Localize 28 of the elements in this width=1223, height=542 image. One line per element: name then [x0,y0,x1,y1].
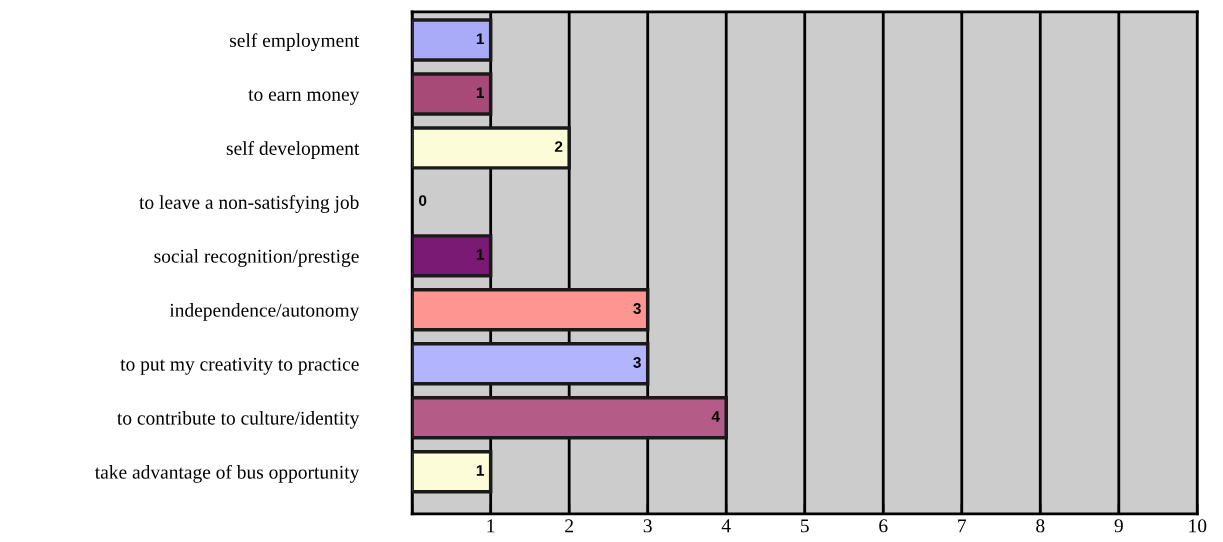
x-tick-label: 4 [721,519,731,533]
y-tick-label: social recognition/prestige [154,249,359,267]
data-label: 2 [554,141,563,152]
y-tick-label: independence/autonomy [169,303,360,321]
x-tick-label: 7 [958,519,967,533]
x-tick-label: 6 [879,519,888,533]
data-label: 0 [419,195,427,206]
data-label: 1 [476,465,484,476]
y-tick-label: self development [226,141,360,159]
x-tick-label: 8 [1036,519,1045,533]
y-tick-label: take advantage of bus opportunity [94,464,360,483]
y-tick-label: to contribute to culture/identity [117,411,360,429]
data-label: 4 [711,411,720,422]
data-label: 1 [476,87,484,98]
y-tick-label: self employment [230,33,360,52]
y-tick-label: to earn money [248,89,360,105]
x-tick-label: 3 [643,519,652,533]
x-tick-label: 10 [1189,519,1207,533]
x-tick-label: 1 [487,519,495,533]
y-tick-label: to put my creativity to practice [120,357,359,375]
data-label: 1 [476,249,484,260]
x-tick-label: 9 [1114,519,1123,533]
x-tick-label: 5 [801,519,809,533]
data-label: 3 [633,303,641,314]
data-label: 3 [633,357,641,368]
data-label: 1 [476,33,484,44]
x-tick-label: 2 [565,519,573,533]
y-tick-label: to leave a non-satisfying job [139,195,359,213]
